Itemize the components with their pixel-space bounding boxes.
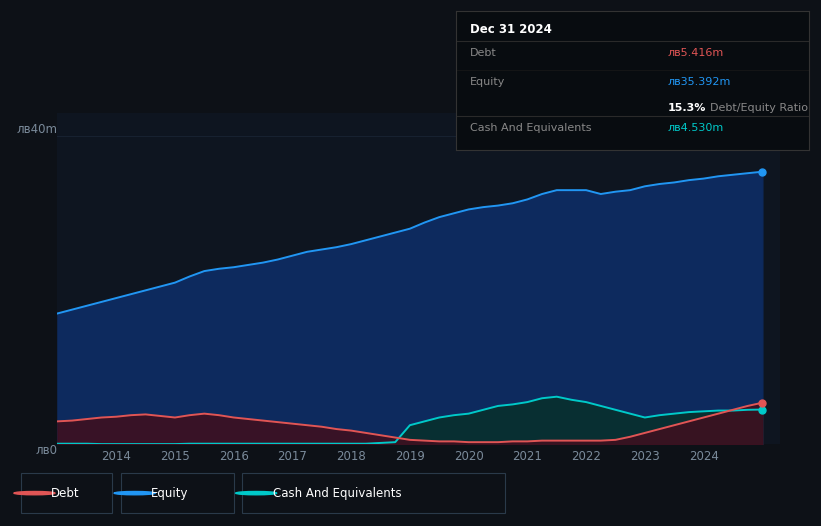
Text: лв5.416m: лв5.416m — [667, 48, 724, 58]
Text: 15.3%: 15.3% — [667, 103, 706, 113]
Text: лв0: лв0 — [35, 444, 57, 458]
Text: лв4.530m: лв4.530m — [667, 124, 724, 134]
Text: лв40m: лв40m — [16, 123, 57, 136]
Text: Debt/Equity Ratio: Debt/Equity Ratio — [710, 103, 808, 113]
Text: Dec 31 2024: Dec 31 2024 — [470, 23, 552, 36]
Text: лв35.392m: лв35.392m — [667, 77, 731, 87]
Text: Cash And Equivalents: Cash And Equivalents — [470, 124, 591, 134]
Text: Cash And Equivalents: Cash And Equivalents — [273, 487, 401, 500]
Text: Debt: Debt — [51, 487, 80, 500]
Circle shape — [236, 491, 277, 495]
Text: Equity: Equity — [151, 487, 189, 500]
Circle shape — [114, 491, 155, 495]
Text: Equity: Equity — [470, 77, 505, 87]
Circle shape — [14, 491, 55, 495]
Text: Debt: Debt — [470, 48, 497, 58]
